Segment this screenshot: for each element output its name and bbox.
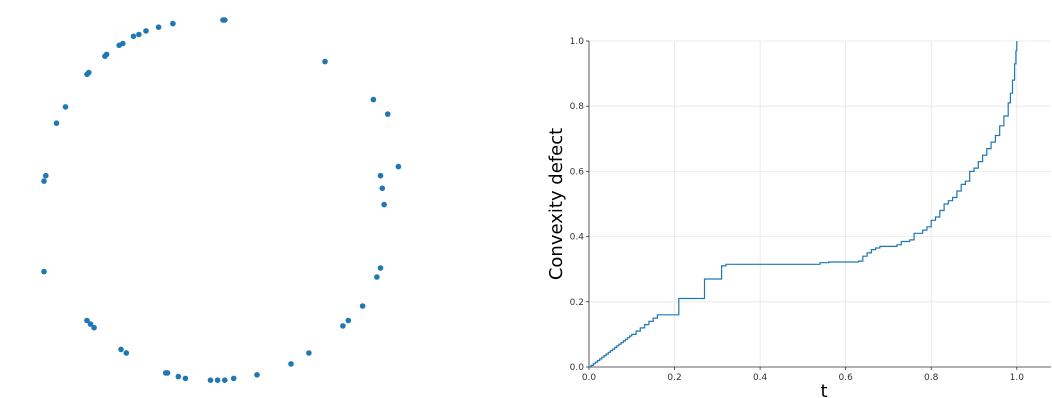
series-layer: [589, 41, 1018, 368]
scatter-point: [345, 317, 352, 324]
scatter-point: [43, 172, 49, 179]
scatter-point: [116, 42, 122, 49]
scatter-point: [118, 346, 124, 353]
scatter-point: [222, 377, 228, 384]
scatter-point: [207, 377, 214, 384]
y-axis-label: Convexity defect: [546, 128, 567, 280]
scatter-point: [41, 268, 47, 275]
convexity-defect-line: [589, 41, 1018, 368]
x-tick-label: 0.4: [753, 373, 768, 383]
x-tick-label: 0.2: [667, 373, 681, 383]
scatter-point: [102, 53, 108, 59]
line-panel: t Convexity defect 0.0 0.2 0.4 0.6 0.8 1.0 0.0…: [546, 37, 1051, 398]
scatter-point: [230, 375, 237, 382]
scatter-point: [91, 324, 97, 331]
scatter-point: [214, 377, 221, 384]
y-tick-label: 0.6: [570, 167, 585, 177]
scatter-point: [87, 321, 94, 327]
y-tick-label: 0.4: [570, 233, 585, 243]
scatter-point: [182, 375, 189, 382]
x-axis-label: t: [820, 381, 827, 398]
x-tick-label: 0.6: [839, 373, 854, 383]
scatter-point: [53, 120, 60, 126]
scatter-point: [170, 20, 176, 27]
x-tick-label: 0.8: [924, 373, 939, 383]
scatter-panel: [41, 17, 402, 384]
scatter-point: [377, 172, 384, 179]
tick-marks: [586, 40, 1018, 370]
scatter-point: [84, 317, 90, 324]
scatter-point: [370, 96, 377, 103]
scatter-point: [374, 274, 380, 280]
scatter-point: [130, 33, 137, 40]
scatter-point: [41, 178, 47, 184]
scatter-point: [395, 163, 402, 170]
scatter-point: [62, 104, 69, 110]
scatter-point: [164, 370, 171, 376]
y-tick-label: 0.8: [570, 102, 585, 112]
y-tick-label: 0.0: [570, 363, 585, 373]
scatter-point: [306, 350, 312, 356]
scatter-point: [155, 24, 162, 31]
x-tick-label: 0.0: [582, 373, 597, 383]
scatter-point: [175, 373, 182, 380]
scatter-point: [288, 361, 294, 367]
scatter-point: [136, 31, 142, 38]
scatter-point: [359, 303, 366, 309]
scatter-point: [84, 71, 90, 78]
scatter-point: [381, 201, 387, 208]
scatter-point: [123, 350, 130, 356]
scatter-point: [222, 17, 228, 23]
axes-spines: [588, 41, 1051, 368]
y-tick-label: 0.2: [570, 298, 584, 308]
grid-lines: [588, 40, 1051, 368]
y-tick-label: 1.0: [570, 37, 585, 47]
scatter-point: [379, 185, 386, 192]
x-tick-label: 1.0: [1010, 373, 1025, 383]
scatter-point: [384, 111, 391, 117]
scatter-point: [377, 265, 384, 271]
scatter-point: [143, 28, 149, 34]
scatter-point: [340, 323, 346, 329]
scatter-point: [254, 372, 260, 378]
scatter-point: [322, 58, 328, 65]
